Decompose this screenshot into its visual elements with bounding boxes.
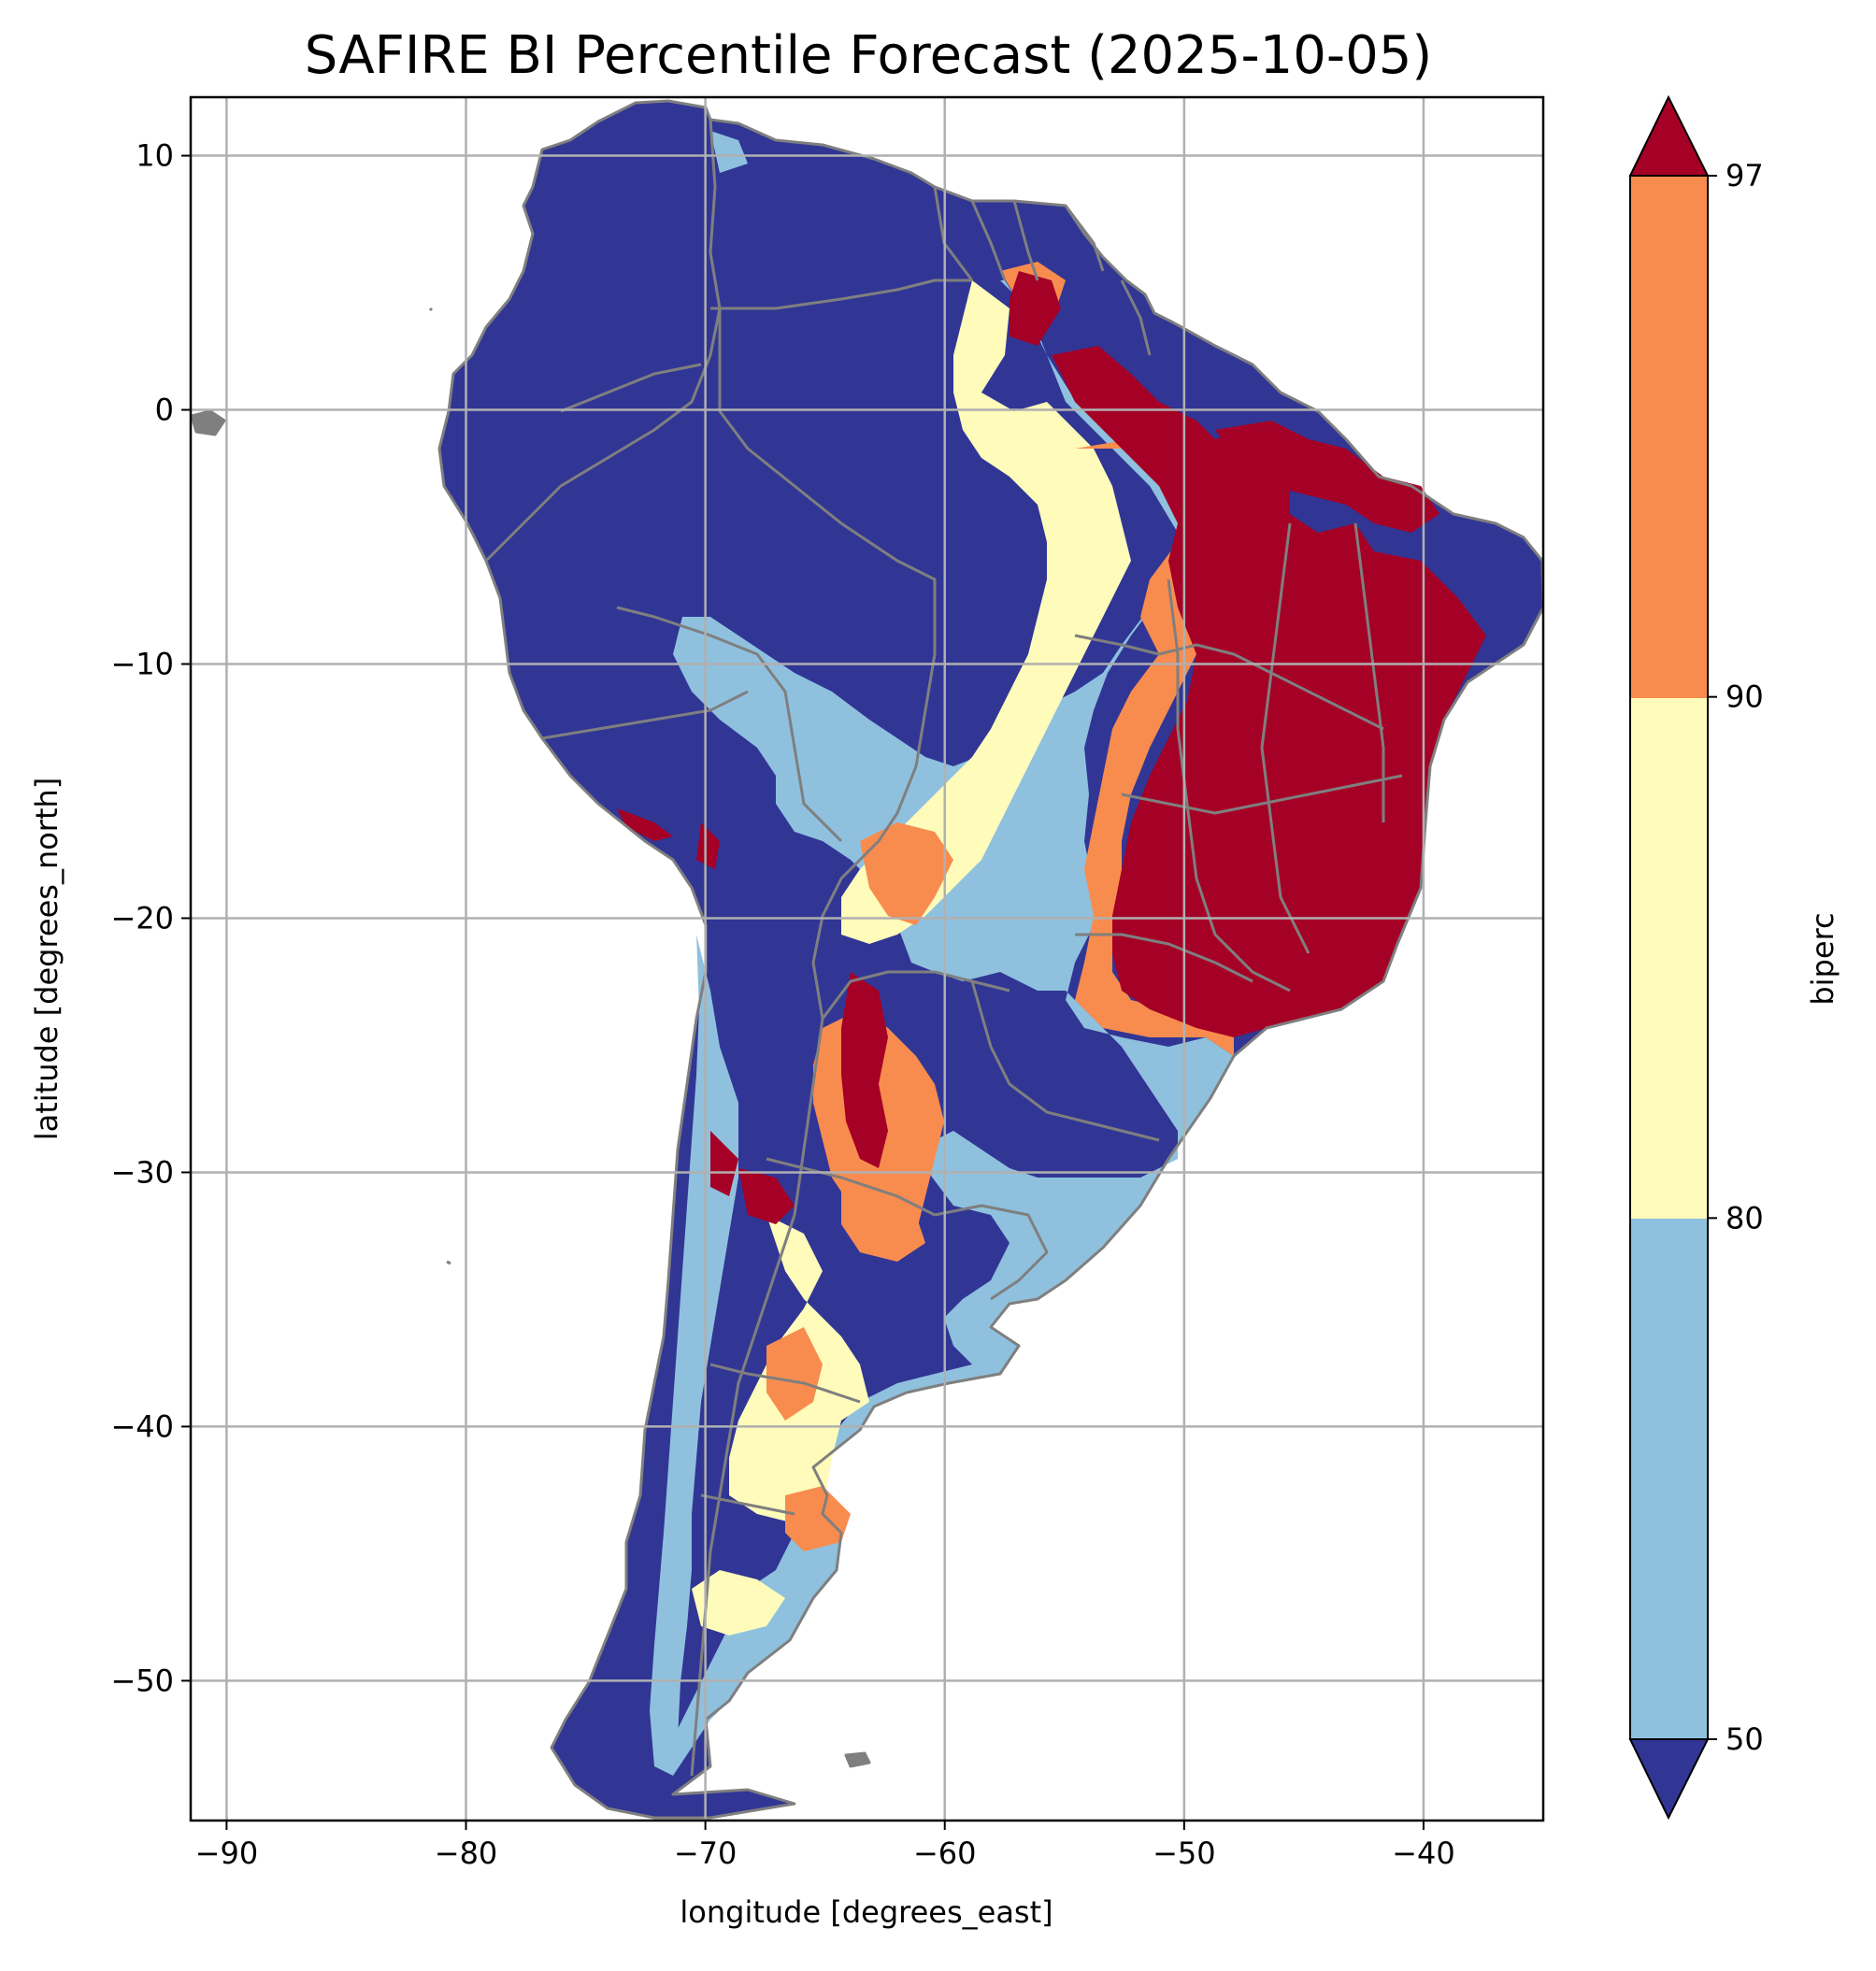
map-layer bbox=[191, 99, 1543, 1820]
x-axis-label: longitude [degrees_east] bbox=[680, 1894, 1053, 1930]
zone-90-97 bbox=[841, 1178, 925, 1262]
zone-90-97 bbox=[766, 1327, 823, 1421]
y-tick-label: −10 bbox=[110, 647, 174, 682]
zone-above-97 bbox=[710, 1131, 738, 1196]
colorbar-tick-label: 80 bbox=[1726, 1200, 1764, 1235]
zone-above-97 bbox=[738, 1168, 795, 1224]
y-axis: 10 0 −10 −20 −30 −40 −50 bbox=[110, 138, 191, 1698]
zone-50-80 bbox=[710, 131, 748, 173]
x-tick-label: −80 bbox=[435, 1835, 498, 1871]
zone-90-97 bbox=[785, 1486, 851, 1551]
y-tick-label: −30 bbox=[110, 1154, 174, 1190]
colorbar: 50 80 90 97 biperc bbox=[1628, 94, 1840, 1821]
x-tick-label: −40 bbox=[1392, 1835, 1455, 1871]
coastline bbox=[437, 99, 1543, 1820]
x-tick-label: −90 bbox=[195, 1835, 259, 1871]
y-tick-label: −40 bbox=[110, 1408, 174, 1444]
colorbar-tick-label: 50 bbox=[1726, 1721, 1764, 1757]
colorbar-bin-50-80 bbox=[1630, 1219, 1708, 1739]
zone-above-97 bbox=[1215, 421, 1439, 533]
zone-above-97 bbox=[617, 808, 673, 841]
map-title: SAFIRE BI Percentile Forecast (2025-10-0… bbox=[305, 25, 1432, 86]
grid bbox=[191, 97, 1543, 1821]
zone-80-90 bbox=[692, 1570, 785, 1635]
y-tick-label: −50 bbox=[110, 1663, 174, 1698]
colorbar-extend-high bbox=[1628, 94, 1710, 177]
zone-above-97 bbox=[841, 972, 888, 1168]
zone-above-97 bbox=[1010, 271, 1061, 346]
x-tick-label: −60 bbox=[913, 1835, 977, 1871]
y-axis-label: latitude [degrees_north] bbox=[29, 778, 64, 1141]
colorbar-extend-low bbox=[1628, 1738, 1710, 1821]
plot-frame bbox=[189, 95, 1545, 1822]
y-tick-label: −20 bbox=[110, 900, 174, 936]
y-tick-label: 0 bbox=[155, 393, 174, 428]
zone-80-90 bbox=[841, 280, 1131, 944]
island-outlines bbox=[191, 307, 871, 1768]
zone-90-97 bbox=[860, 822, 953, 925]
x-tick-label: −70 bbox=[674, 1835, 738, 1871]
zone-above-97 bbox=[696, 822, 720, 869]
galapagos-islands bbox=[192, 411, 224, 435]
y-tick-label: 10 bbox=[136, 138, 174, 174]
colorbar-frame bbox=[1629, 175, 1709, 1740]
x-axis: −90 −80 −70 −60 −50 −40 bbox=[195, 1821, 1455, 1871]
colorbar-label: biperc bbox=[1805, 912, 1840, 1005]
colorbar-bin-90-97 bbox=[1630, 176, 1708, 698]
colorbar-tick-label: 97 bbox=[1726, 158, 1764, 193]
colorbar-bin-80-90 bbox=[1630, 698, 1708, 1219]
colorbar-tick-label: 90 bbox=[1726, 679, 1764, 715]
x-tick-label: −50 bbox=[1153, 1835, 1216, 1871]
